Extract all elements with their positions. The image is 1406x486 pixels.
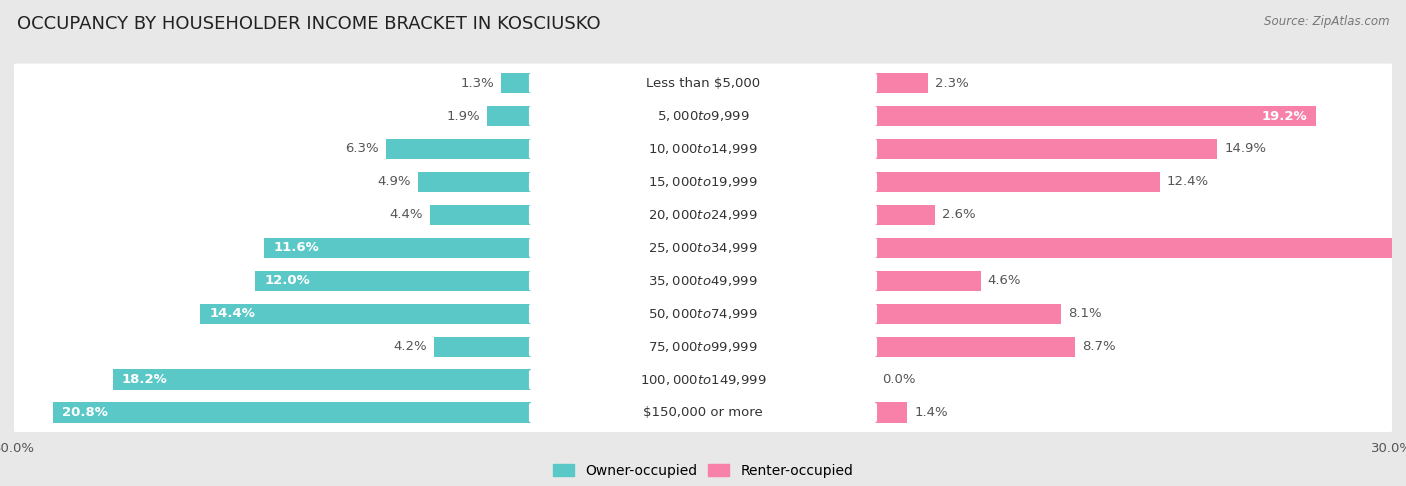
Bar: [53, 402, 531, 423]
Text: 1.3%: 1.3%: [460, 76, 494, 89]
FancyBboxPatch shape: [529, 172, 877, 192]
Text: 12.0%: 12.0%: [264, 274, 311, 287]
Text: 8.7%: 8.7%: [1083, 340, 1115, 353]
Text: 4.4%: 4.4%: [389, 208, 423, 222]
Bar: [387, 139, 531, 159]
Text: Source: ZipAtlas.com: Source: ZipAtlas.com: [1264, 15, 1389, 28]
Text: 14.9%: 14.9%: [1225, 142, 1267, 156]
FancyBboxPatch shape: [529, 403, 877, 422]
Text: 1.9%: 1.9%: [447, 109, 481, 122]
Bar: [875, 139, 1218, 159]
FancyBboxPatch shape: [13, 393, 1393, 432]
Text: 18.2%: 18.2%: [122, 373, 167, 386]
Bar: [875, 336, 1076, 357]
Text: 11.6%: 11.6%: [274, 242, 319, 254]
FancyBboxPatch shape: [13, 327, 1393, 366]
Text: $25,000 to $34,999: $25,000 to $34,999: [648, 241, 758, 255]
Text: 8.1%: 8.1%: [1069, 307, 1102, 320]
Text: 6.3%: 6.3%: [346, 142, 380, 156]
Text: $100,000 to $149,999: $100,000 to $149,999: [640, 373, 766, 387]
Legend: Owner-occupied, Renter-occupied: Owner-occupied, Renter-occupied: [547, 458, 859, 484]
FancyBboxPatch shape: [529, 337, 877, 357]
FancyBboxPatch shape: [13, 360, 1393, 399]
FancyBboxPatch shape: [13, 64, 1393, 103]
FancyBboxPatch shape: [13, 295, 1393, 333]
Text: 4.6%: 4.6%: [988, 274, 1021, 287]
Bar: [501, 73, 531, 93]
Text: $75,000 to $99,999: $75,000 to $99,999: [648, 340, 758, 354]
FancyBboxPatch shape: [13, 261, 1393, 300]
Text: 2.6%: 2.6%: [942, 208, 976, 222]
FancyBboxPatch shape: [529, 73, 877, 93]
Text: $5,000 to $9,999: $5,000 to $9,999: [657, 109, 749, 123]
FancyBboxPatch shape: [529, 106, 877, 126]
Bar: [434, 336, 531, 357]
FancyBboxPatch shape: [13, 97, 1393, 136]
Bar: [875, 271, 981, 291]
Text: 19.2%: 19.2%: [1261, 109, 1308, 122]
Bar: [875, 172, 1160, 192]
Bar: [875, 304, 1062, 324]
FancyBboxPatch shape: [529, 139, 877, 159]
FancyBboxPatch shape: [529, 304, 877, 324]
Text: 1.4%: 1.4%: [914, 406, 948, 419]
Text: 4.2%: 4.2%: [394, 340, 427, 353]
Bar: [418, 172, 531, 192]
Bar: [875, 238, 1406, 258]
Text: 2.3%: 2.3%: [935, 76, 969, 89]
FancyBboxPatch shape: [13, 228, 1393, 267]
Text: $15,000 to $19,999: $15,000 to $19,999: [648, 175, 758, 189]
Bar: [875, 205, 935, 225]
Bar: [875, 402, 907, 423]
Text: $10,000 to $14,999: $10,000 to $14,999: [648, 142, 758, 156]
FancyBboxPatch shape: [529, 370, 877, 390]
FancyBboxPatch shape: [13, 130, 1393, 169]
Text: 0.0%: 0.0%: [882, 373, 915, 386]
Bar: [875, 73, 928, 93]
FancyBboxPatch shape: [13, 195, 1393, 234]
Bar: [264, 238, 531, 258]
Bar: [256, 271, 531, 291]
Text: 20.8%: 20.8%: [62, 406, 108, 419]
Text: OCCUPANCY BY HOUSEHOLDER INCOME BRACKET IN KOSCIUSKO: OCCUPANCY BY HOUSEHOLDER INCOME BRACKET …: [17, 15, 600, 33]
Bar: [875, 106, 1316, 126]
Text: $150,000 or more: $150,000 or more: [643, 406, 763, 419]
Text: $50,000 to $74,999: $50,000 to $74,999: [648, 307, 758, 321]
Text: $20,000 to $24,999: $20,000 to $24,999: [648, 208, 758, 222]
FancyBboxPatch shape: [13, 162, 1393, 201]
Bar: [486, 106, 531, 126]
Bar: [112, 369, 531, 390]
Text: Less than $5,000: Less than $5,000: [645, 76, 761, 89]
Text: 14.4%: 14.4%: [209, 307, 254, 320]
FancyBboxPatch shape: [529, 238, 877, 258]
FancyBboxPatch shape: [529, 205, 877, 225]
Bar: [430, 205, 531, 225]
Bar: [200, 304, 531, 324]
Text: 4.9%: 4.9%: [378, 175, 412, 189]
Text: 12.4%: 12.4%: [1167, 175, 1209, 189]
Text: $35,000 to $49,999: $35,000 to $49,999: [648, 274, 758, 288]
FancyBboxPatch shape: [529, 271, 877, 291]
